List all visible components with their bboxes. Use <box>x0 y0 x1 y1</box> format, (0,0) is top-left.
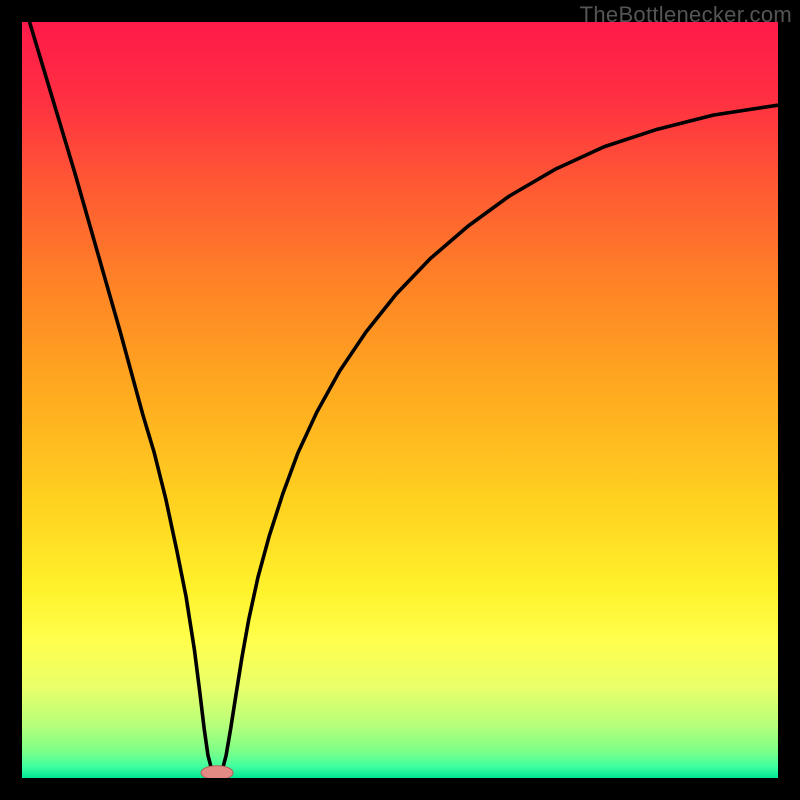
plot-area <box>22 22 778 778</box>
watermark-text: TheBottlenecker.com <box>580 2 792 28</box>
chart-container: TheBottlenecker.com <box>0 0 800 800</box>
marker-svg <box>22 22 778 778</box>
minimum-marker <box>201 766 233 778</box>
